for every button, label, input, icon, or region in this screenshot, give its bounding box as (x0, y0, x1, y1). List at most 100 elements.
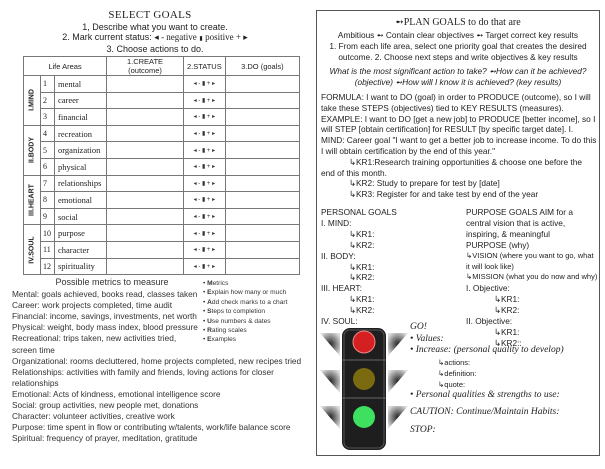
status-scale[interactable]: ◂ - ▮ + ▸ (183, 108, 226, 126)
status-scale[interactable]: ◂ - ▮ + ▸ (183, 124, 226, 143)
personal-section: II. BODY: (321, 250, 356, 261)
step-1: 1, Describe what you want to create. (82, 22, 228, 32)
metric-line: Financial: income, savings, investments,… (12, 311, 197, 322)
step-2-label: 2. Mark current status: (62, 32, 152, 42)
increase-line: • Increase: (personal quality to develop… (410, 345, 564, 355)
go-label: GO! (410, 322, 427, 332)
create-cell[interactable] (106, 224, 184, 242)
do-cell[interactable] (224, 257, 301, 276)
row-number: 2 (40, 91, 55, 110)
vision-line: ↳VISION (where you want to go, what it w… (466, 250, 594, 271)
do-cell[interactable] (224, 224, 301, 242)
metrics-section: Possible metrics to measure Mental: goal… (12, 277, 312, 444)
header-life-areas: Life Areas (23, 56, 107, 76)
status-scale[interactable]: ◂ - ▮ + ▸ (183, 191, 226, 209)
example-kr1: ↳KR1:Research training opportunities & c… (349, 156, 582, 167)
acronym-item: • Explain how many or much (203, 289, 287, 297)
do-cell[interactable] (224, 91, 301, 110)
plan-steps: 1. From each life area, select one prior… (329, 41, 587, 62)
negative-label: ◂ - negative (154, 32, 197, 42)
do-cell[interactable] (224, 108, 301, 126)
purpose-line: PURPOSE (why) (466, 239, 530, 250)
status-scale[interactable]: ◂ - ▮ + ▸ (183, 141, 226, 159)
do-cell[interactable] (224, 141, 301, 159)
purpose-goals: PURPOSE GOALS AIM for a central vision t… (466, 207, 598, 349)
metrics-heading: Possible metrics to measure (55, 277, 169, 287)
metric-line: Spiritual: frequency of prayer, meditati… (12, 433, 198, 444)
page-title: SELECT GOALS (108, 9, 192, 21)
traffic-light-icon (320, 328, 408, 450)
green-light (353, 406, 375, 428)
life-area: character (54, 240, 107, 259)
metric-line: screen time (12, 344, 55, 355)
personal-section: III. HEART: (321, 283, 362, 294)
group-label: I.MIND (23, 75, 41, 126)
do-cell[interactable] (224, 207, 301, 226)
go-section: GO! • Values: • Increase: (personal qual… (410, 322, 564, 436)
personal-section: IV. SOUL: (321, 316, 358, 327)
actions-line: ↳actions: (438, 357, 471, 367)
table-row: 5 organization ◂ - ▮ + ▸ (24, 141, 301, 159)
status-scale[interactable]: ◂ - ▮ + ▸ (183, 174, 226, 193)
do-cell[interactable] (224, 75, 301, 93)
plan-criteria: Ambitious ➻ Contain clear objectives ➻ T… (337, 30, 579, 40)
measure-acronym-list: • Metrics • Explain how many or much • Add… (203, 279, 287, 345)
yellow-light (353, 368, 375, 390)
create-cell[interactable] (106, 124, 184, 143)
plan-formula: FORMULA: I want to DO (goal) in order to… (321, 92, 597, 200)
life-area: relationships (54, 174, 107, 193)
table-row: 11 character ◂ - ▮ + ▸ (24, 240, 301, 259)
create-cell[interactable] (106, 240, 184, 259)
acronym-item: • Examples (203, 336, 237, 344)
create-cell[interactable] (106, 141, 184, 159)
metric-line: Character: volunteer activities, creativ… (12, 411, 175, 422)
personal-kr2: ↳KR2: (349, 239, 375, 250)
row-number: 6 (40, 157, 55, 176)
create-cell[interactable] (106, 75, 184, 93)
create-cell[interactable] (106, 108, 184, 126)
personal-kr1: ↳KR1: (349, 261, 375, 272)
objective-2-kr2: ↳KR2:: (494, 337, 522, 348)
status-scale[interactable]: ◂ - ▮ + ▸ (183, 224, 226, 242)
status-scale[interactable]: ◂ - ▮ + ▸ (183, 207, 226, 226)
status-scale[interactable]: ◂ - ▮ + ▸ (183, 75, 226, 93)
objective-1-kr2: ↳KR2: (494, 305, 520, 316)
create-cell[interactable] (106, 91, 184, 110)
do-cell[interactable] (224, 240, 301, 259)
table-row: 8 emotional ◂ - ▮ + ▸ (24, 191, 301, 209)
table-row: I.MIND 1 mental ◂ - ▮ + ▸ (23, 75, 301, 126)
stop-line: STOP: (410, 424, 436, 435)
step-3: 3. Choose actions to do. (106, 44, 204, 54)
row-number: 10 (40, 224, 55, 242)
create-cell[interactable] (106, 207, 184, 226)
life-area: career (54, 91, 107, 110)
acronym-item: • Add check marks to a chart (203, 298, 288, 306)
table-row: 3 financial ◂ - ▮ + ▸ (24, 108, 301, 126)
personal-section: I. MIND: (321, 217, 352, 228)
example-kr2: ↳KR2: Study to prepare for test by [date… (349, 178, 500, 189)
do-cell[interactable] (224, 157, 301, 176)
objective-2: II. Objective: (466, 316, 513, 327)
header-create: 1.CREATE (outcome) (106, 56, 184, 76)
acronym-item: • Use numbers & dates (203, 317, 271, 325)
status-scale[interactable]: ◂ - ▮ + ▸ (183, 240, 226, 259)
create-cell[interactable] (106, 257, 184, 276)
life-area: spirituality (54, 257, 107, 276)
do-cell[interactable] (224, 174, 301, 193)
create-cell[interactable] (106, 157, 184, 176)
group-label: II.BODY (23, 124, 41, 176)
status-scale[interactable]: ◂ - ▮ + ▸ (183, 257, 226, 276)
acronym-item: • Steps to completion (203, 308, 266, 316)
goals-table: Life Areas 1.CREATE (outcome) 2.STATUS 3… (23, 56, 301, 276)
status-scale[interactable]: ◂ - ▮ + ▸ (183, 91, 226, 110)
quote-line: ↳quote: (438, 379, 466, 389)
do-cell[interactable] (224, 124, 301, 143)
create-cell[interactable] (106, 174, 184, 193)
do-cell[interactable] (224, 191, 301, 209)
table-row: II.BODY 4 recreation ◂ - ▮ + ▸ (23, 124, 301, 176)
instructions: 1, Describe what you want to create. 2. … (0, 22, 310, 54)
positive-label: positive + ▸ (205, 32, 248, 42)
status-scale[interactable]: ◂ - ▮ + ▸ (183, 157, 226, 176)
create-cell[interactable] (106, 191, 184, 209)
row-number: 7 (40, 174, 55, 193)
